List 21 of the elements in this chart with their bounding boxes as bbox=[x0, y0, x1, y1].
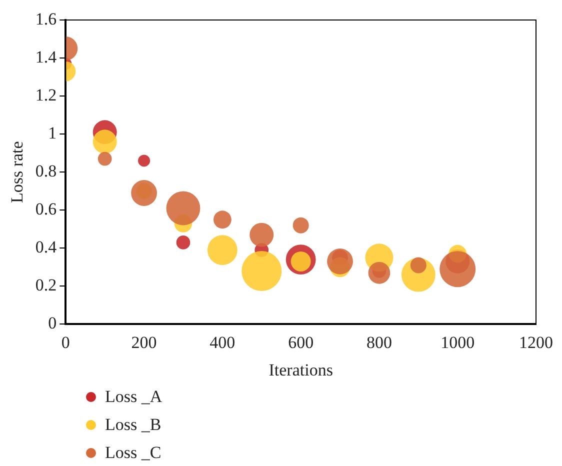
y-tick-label: 1.6 bbox=[35, 9, 57, 28]
y-axis-title: Loss rate bbox=[8, 141, 27, 204]
y-tick-label: 0.6 bbox=[35, 200, 57, 219]
legend-label: Loss _B bbox=[105, 415, 162, 435]
x-tick-label: 200 bbox=[131, 332, 157, 352]
y-tick-label: 1.2 bbox=[35, 86, 57, 105]
y-tick-label: 0.2 bbox=[35, 276, 57, 295]
x-tick-label: 600 bbox=[288, 332, 314, 352]
y-tick-label: 0.8 bbox=[35, 162, 57, 181]
legend-label: Loss _A bbox=[105, 387, 162, 407]
x-tick-label: 800 bbox=[366, 332, 392, 352]
y-tick-label: 1 bbox=[48, 124, 57, 143]
x-tick-label: 400 bbox=[210, 332, 236, 352]
x-tick-label: 1000 bbox=[440, 332, 475, 352]
y-tick-label: 0.4 bbox=[35, 238, 58, 257]
x-axis-title: Iterations bbox=[268, 360, 333, 380]
legend-label: Loss _C bbox=[105, 443, 162, 463]
y-tick-label: 1.4 bbox=[35, 47, 58, 66]
y-tick-label: 0 bbox=[48, 314, 57, 333]
x-tick-label: 1200 bbox=[519, 332, 553, 352]
x-tick-label: 0 bbox=[61, 332, 70, 352]
